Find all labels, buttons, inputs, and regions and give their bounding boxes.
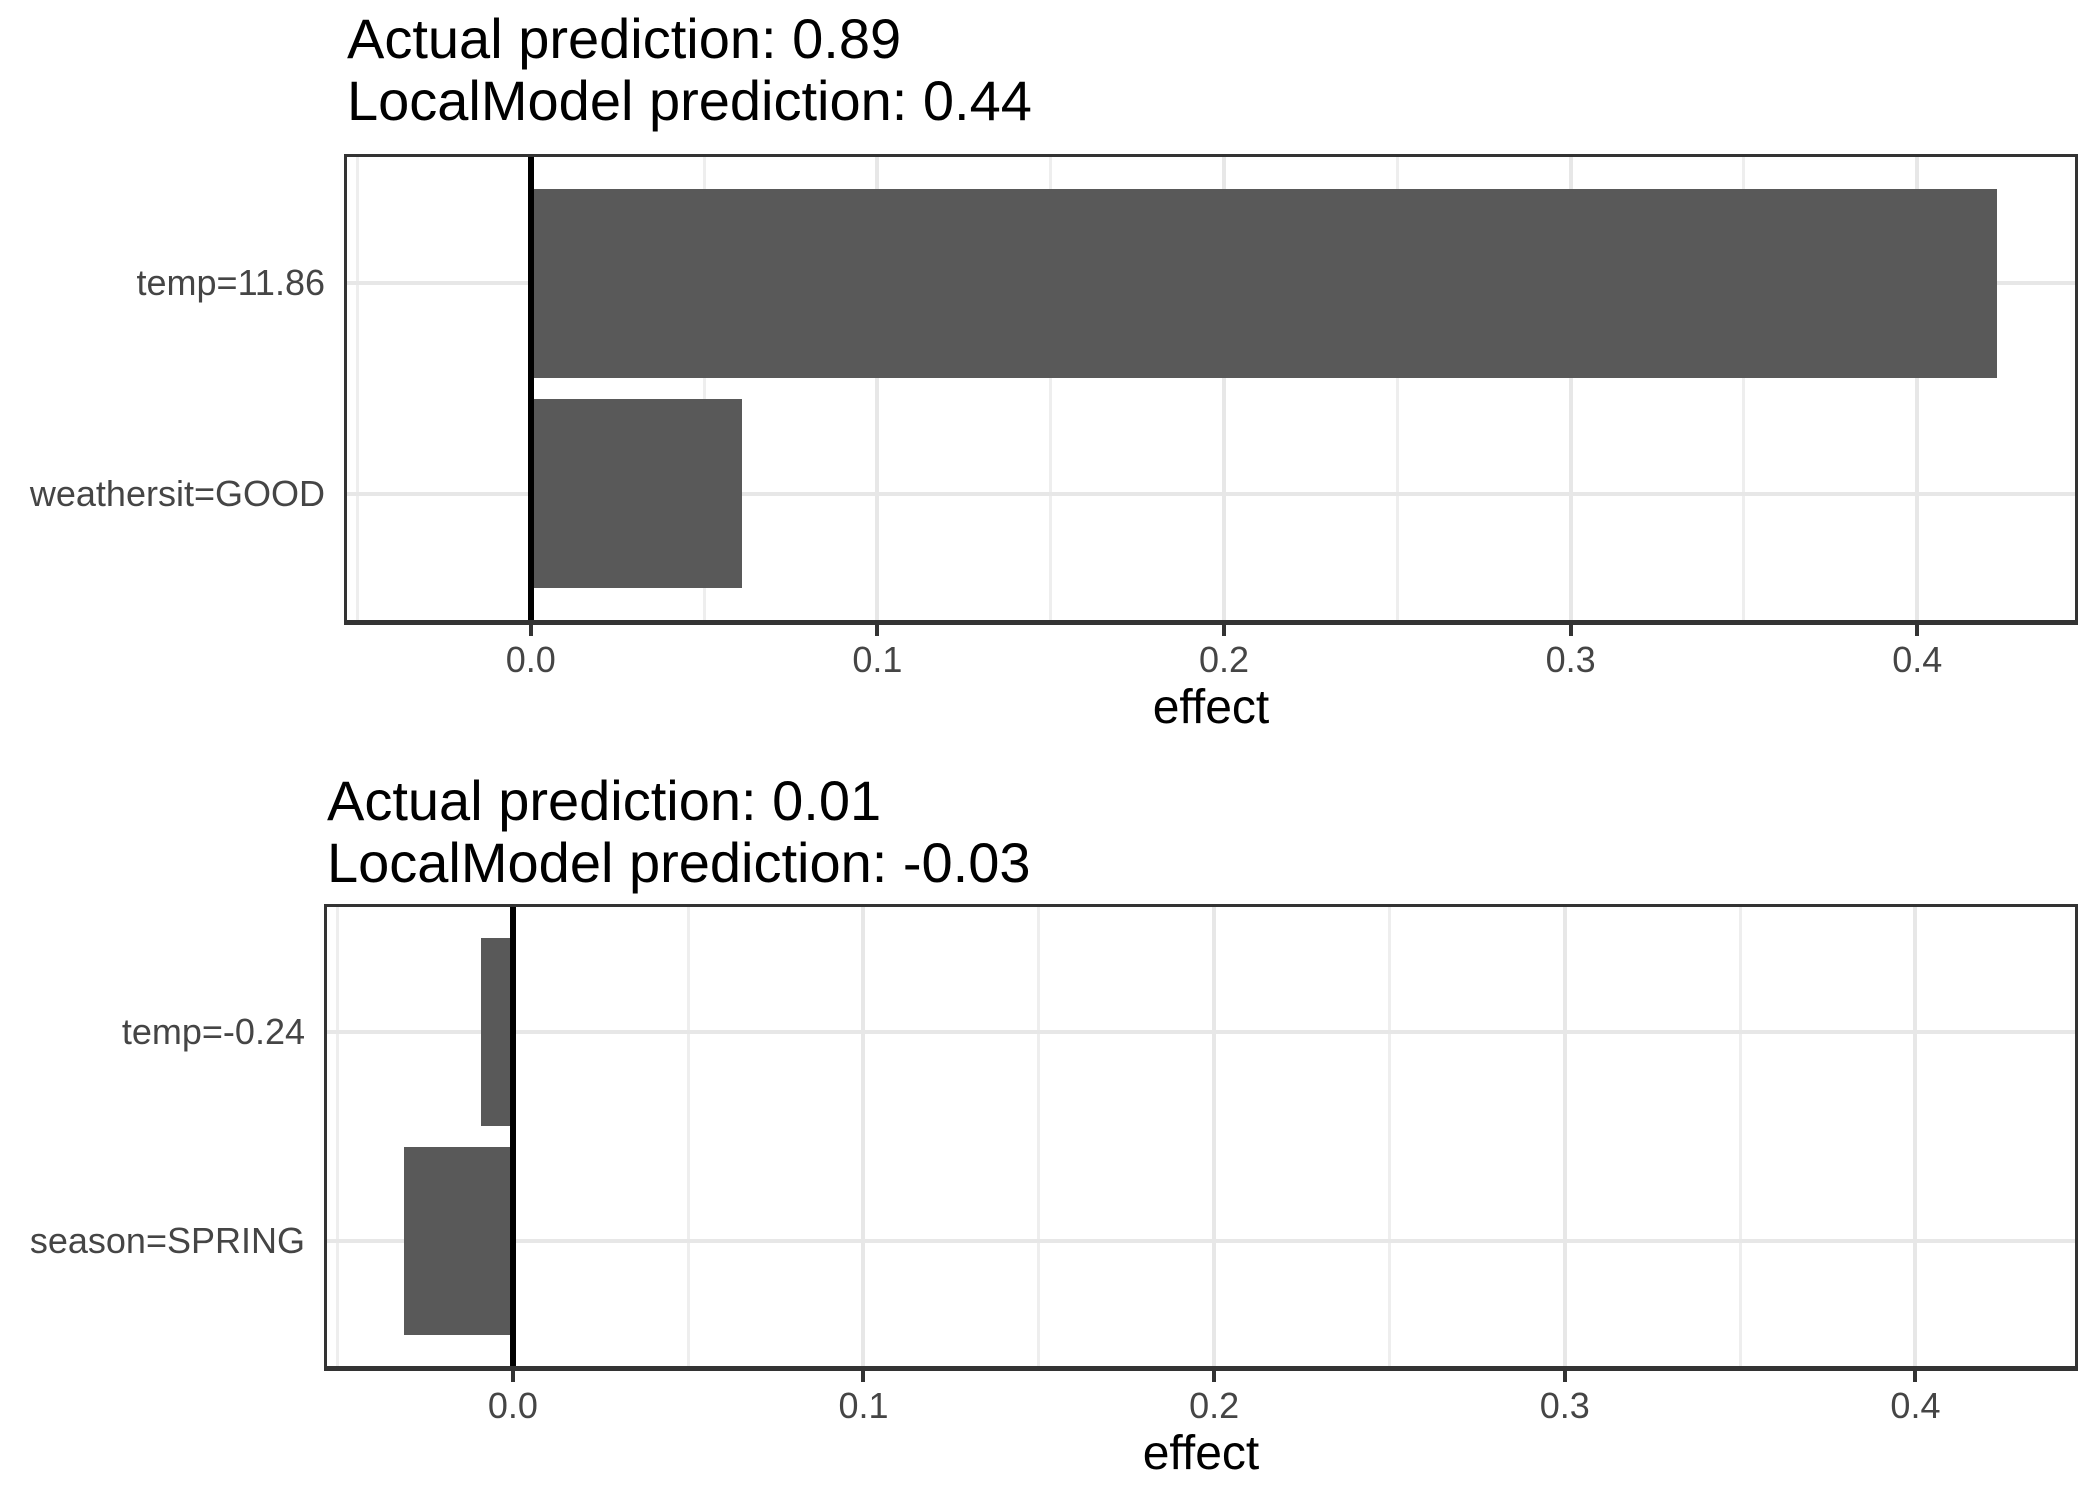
x-axis-line bbox=[344, 620, 2078, 625]
gridline-minor-x bbox=[1387, 907, 1391, 1366]
y-category-label: temp=11.86 bbox=[136, 262, 325, 304]
gridline-major-x bbox=[861, 907, 866, 1366]
y-category-label: temp=-0.24 bbox=[121, 1011, 305, 1053]
gridline-major-x bbox=[1913, 907, 1918, 1366]
x-tick-mark bbox=[1913, 1371, 1918, 1382]
x-tick-label: 0.2 bbox=[1198, 639, 1250, 680]
x-tick-mark bbox=[528, 625, 533, 636]
zero-line bbox=[527, 157, 534, 620]
gridline-minor-x bbox=[702, 157, 706, 620]
gridline-major-x bbox=[1568, 157, 1573, 620]
x-tick-mark bbox=[875, 625, 880, 636]
x-axis-title: effect bbox=[1142, 1427, 1260, 1480]
x-tick-label: 0.1 bbox=[838, 1385, 889, 1426]
lime-chart-top: Actual prediction: 0.89 LocalModel predi… bbox=[29, 7, 2078, 734]
gridline-minor-x bbox=[1742, 157, 1746, 620]
effect-bar bbox=[481, 938, 513, 1127]
x-tick-mark bbox=[861, 1371, 866, 1382]
gridline-minor-x bbox=[686, 907, 690, 1366]
gridline-major-x bbox=[1562, 907, 1567, 1366]
plot-title-line-2: LocalModel prediction: -0.03 bbox=[327, 831, 1031, 894]
x-tick-label: 0.1 bbox=[852, 639, 903, 680]
x-tick-label: 0.0 bbox=[505, 639, 556, 680]
gridline-minor-x bbox=[1037, 907, 1041, 1366]
lime-chart-bottom: Actual prediction: 0.01 LocalModel predi… bbox=[0, 750, 2100, 1500]
gridline-minor-x bbox=[336, 907, 340, 1366]
plot-title-line-1: Actual prediction: 0.01 bbox=[327, 769, 882, 832]
x-tick-label: 0.3 bbox=[1545, 639, 1596, 680]
gridline-major-y bbox=[327, 1238, 2075, 1243]
plot-panel bbox=[327, 907, 2075, 1366]
gridline-major-x bbox=[1212, 907, 1217, 1366]
x-tick-label: 0.2 bbox=[1189, 1385, 1240, 1426]
plot-title-line-1: Actual prediction: 0.89 bbox=[347, 7, 902, 70]
x-tick-mark bbox=[1221, 625, 1226, 636]
x-tick-label: 0.0 bbox=[487, 1385, 538, 1426]
x-axis-line bbox=[324, 1366, 2078, 1371]
plot-title-line-2: LocalModel prediction: 0.44 bbox=[347, 69, 1032, 132]
x-tick-mark bbox=[510, 1371, 515, 1382]
gridline-major-y bbox=[327, 1030, 2075, 1035]
x-tick-mark bbox=[1562, 1371, 1567, 1382]
gridline-minor-x bbox=[1395, 157, 1399, 620]
y-category-label: weathersit=GOOD bbox=[29, 472, 325, 514]
x-tick-mark bbox=[1915, 625, 1920, 636]
gridline-minor-x bbox=[1738, 907, 1742, 1366]
x-tick-mark bbox=[1568, 625, 1573, 636]
x-tick-label: 0.3 bbox=[1539, 1385, 1590, 1426]
gridline-major-x bbox=[1915, 157, 1920, 620]
effect-bar bbox=[530, 399, 743, 589]
x-tick-label: 0.4 bbox=[1892, 639, 1943, 680]
zero-line bbox=[509, 907, 516, 1366]
effect-bar bbox=[530, 188, 1997, 378]
y-category-label: season=SPRING bbox=[29, 1219, 305, 1261]
effect-bar bbox=[404, 1146, 513, 1335]
gridline-minor-x bbox=[355, 157, 359, 620]
gridline-minor-x bbox=[1049, 157, 1053, 620]
x-axis-title: effect bbox=[1152, 681, 1270, 734]
gridline-major-x bbox=[875, 157, 880, 620]
gridline-major-x bbox=[1221, 157, 1226, 620]
x-tick-label: 0.4 bbox=[1890, 1385, 1941, 1426]
gridline-major-y bbox=[347, 491, 2075, 496]
x-tick-mark bbox=[1212, 1371, 1217, 1382]
